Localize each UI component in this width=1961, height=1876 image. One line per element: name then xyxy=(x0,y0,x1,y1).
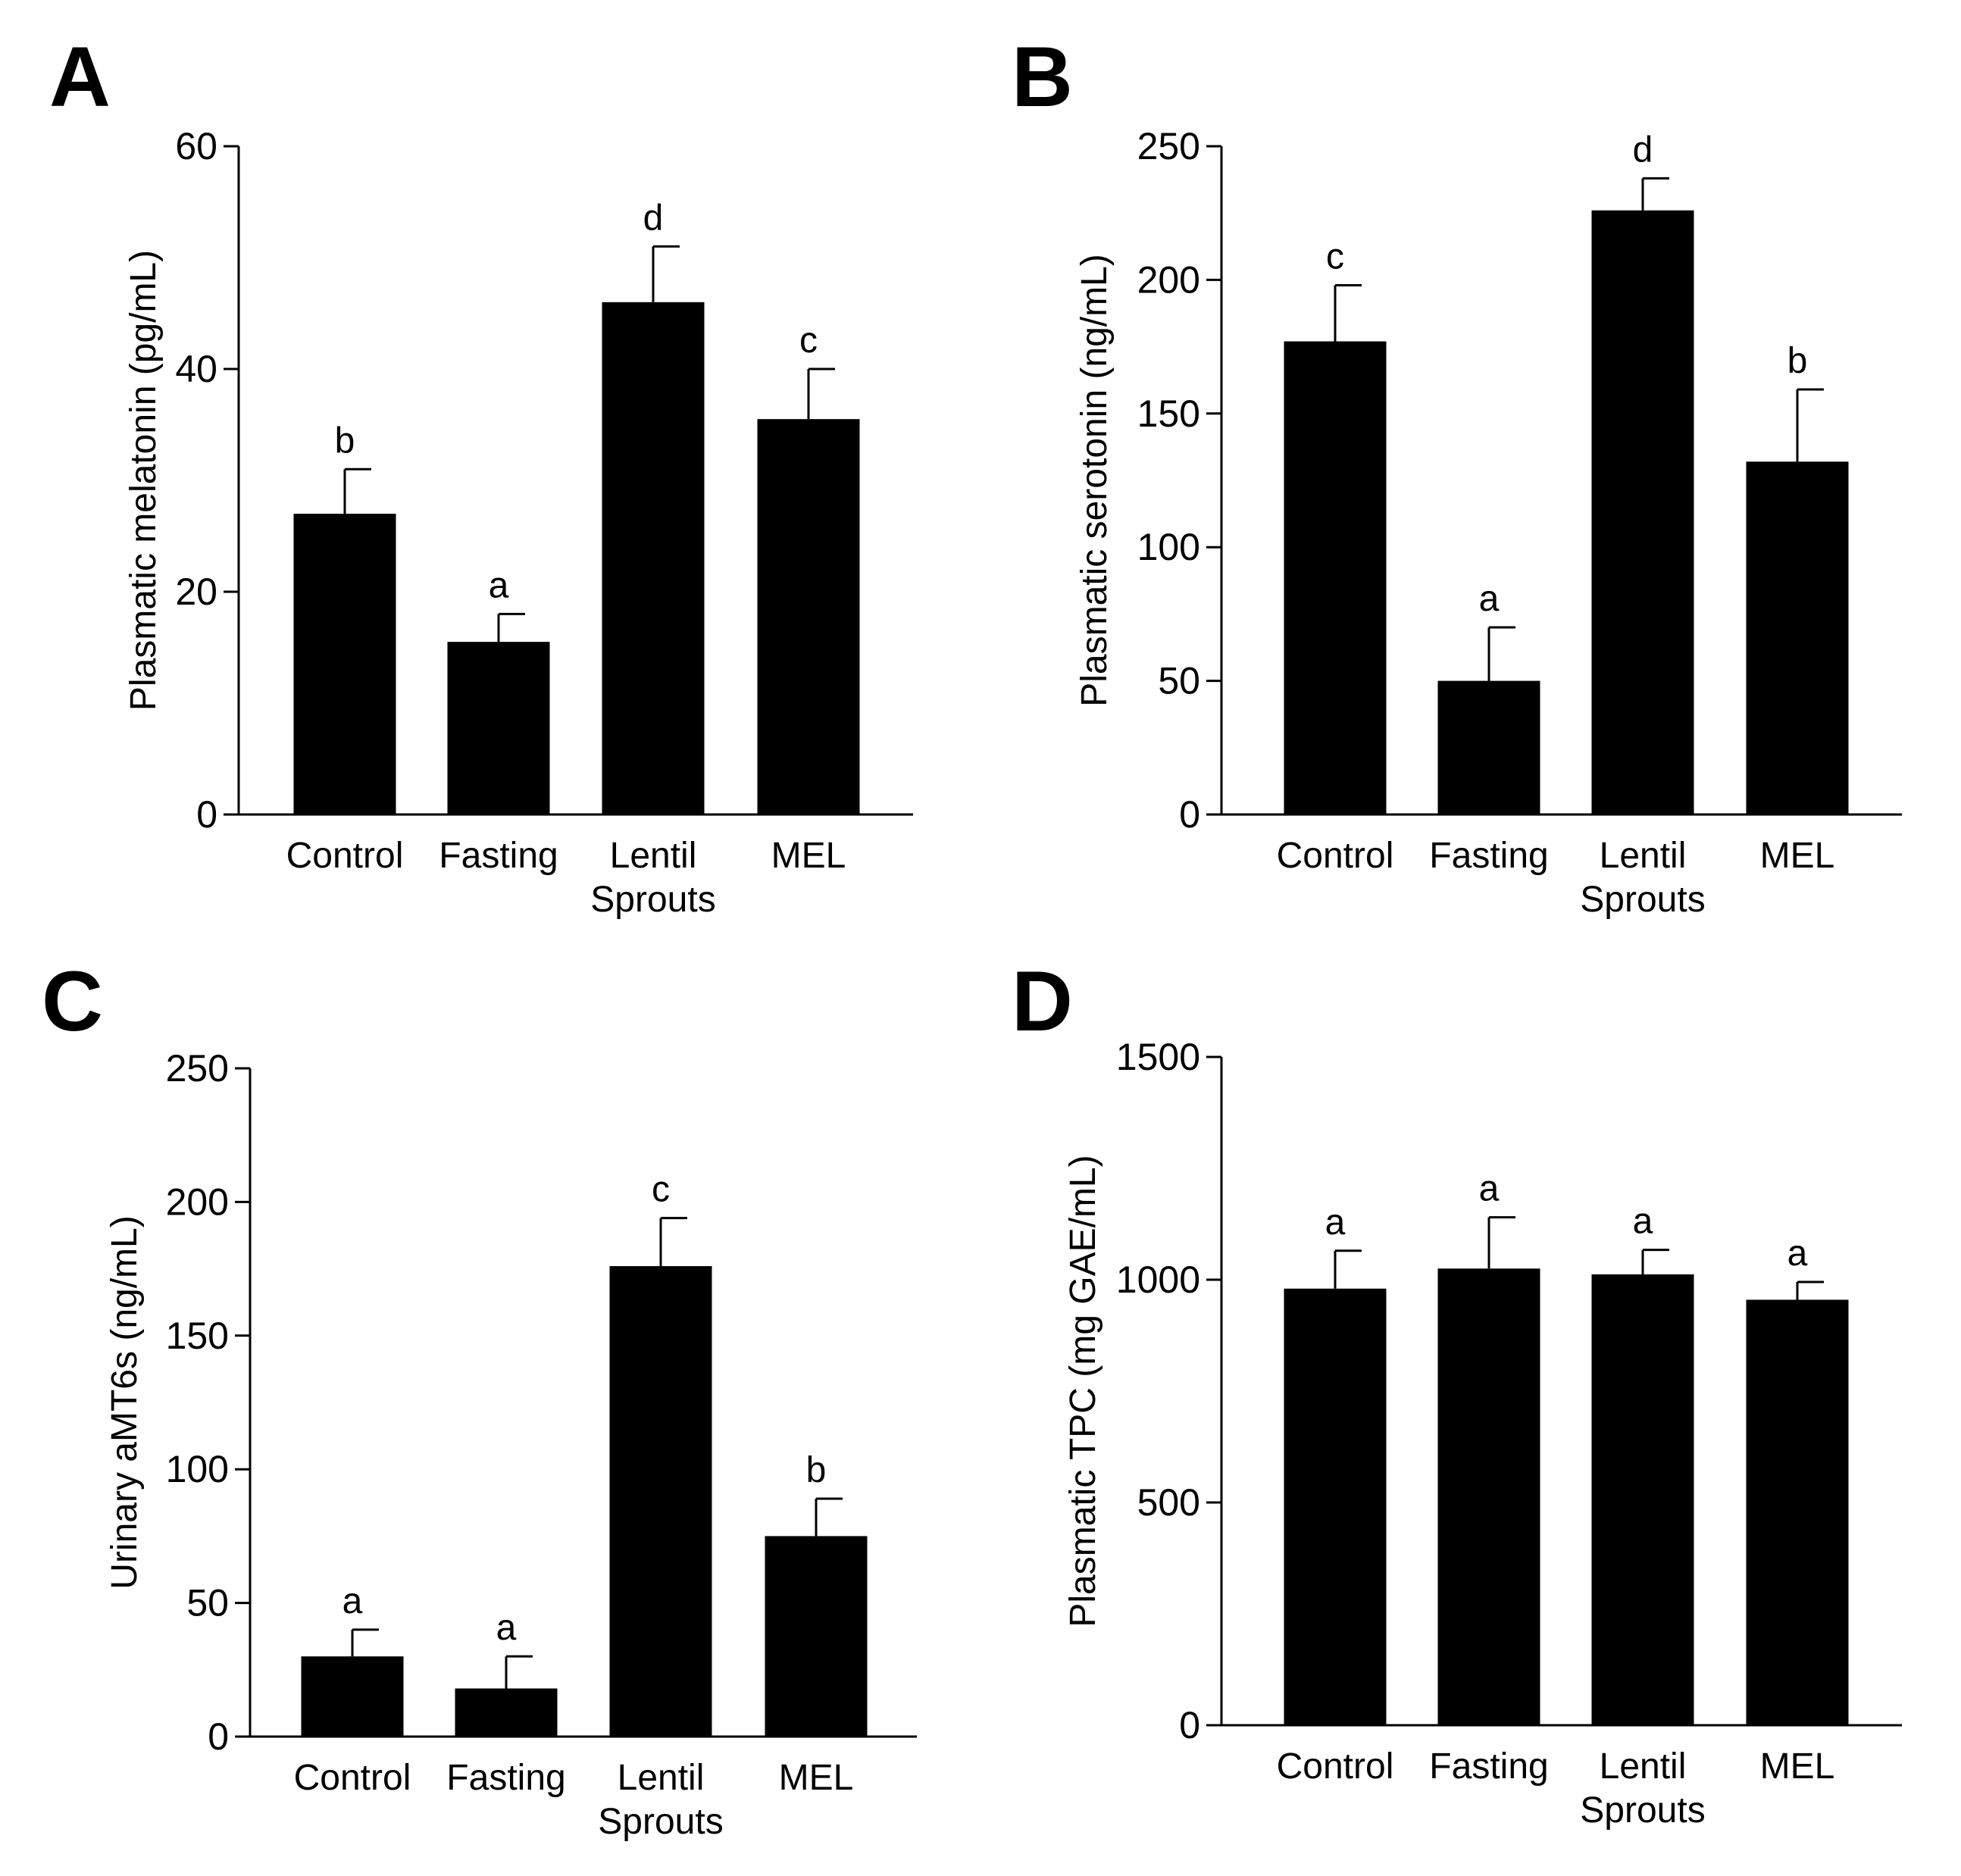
significance-letter: a xyxy=(496,1608,517,1648)
significance-letter: a xyxy=(1787,1233,1808,1274)
bar xyxy=(1591,1274,1694,1725)
x-tick-label: Lentil Sprouts xyxy=(590,836,715,920)
panel-a: A 0 20 40 60 Plasmatic melatonin (pg/mL) b Cont… xyxy=(49,30,913,920)
bar xyxy=(293,514,396,814)
x-tick-label: Control xyxy=(294,1758,411,1798)
y-tick-label: 0 xyxy=(1179,793,1200,836)
y-tick-label: 50 xyxy=(1158,660,1200,702)
y-tick-label: 200 xyxy=(1137,258,1200,301)
x-tick-label: Fasting xyxy=(439,836,558,876)
bar xyxy=(1284,1288,1387,1725)
y-tick-label: 40 xyxy=(175,348,217,390)
y-tick-label: 200 xyxy=(166,1180,229,1223)
significance-letter: a xyxy=(1479,579,1500,619)
x-tick-label: Control xyxy=(286,836,404,876)
x-tick-label: MEL xyxy=(1760,1746,1835,1787)
bar xyxy=(301,1656,404,1737)
x-tick-label: MEL xyxy=(771,836,846,876)
y-tick-label: 250 xyxy=(166,1047,229,1090)
panel-c: C 0 50 100 150 200 250 Urinary aMT6s (ng/mL) a Co… xyxy=(42,954,917,1842)
significance-letter: c xyxy=(652,1170,670,1210)
x-tick-label: Lentil Sprouts xyxy=(1580,836,1705,920)
x-tick-label: Fasting xyxy=(446,1758,565,1798)
x-tick-label: Control xyxy=(1277,1746,1394,1787)
y-tick-label: 100 xyxy=(1137,526,1200,568)
bar xyxy=(1437,680,1540,814)
y-tick-label: 0 xyxy=(208,1715,229,1758)
bar xyxy=(602,302,705,814)
bar xyxy=(455,1688,558,1737)
y-tick-label: 150 xyxy=(166,1315,229,1357)
bar xyxy=(1437,1268,1540,1725)
bar xyxy=(757,419,860,814)
panel-label: C xyxy=(42,954,103,1049)
x-tick-label: Control xyxy=(1277,836,1394,876)
y-tick-label: 0 xyxy=(196,793,217,836)
significance-letter: a xyxy=(489,565,509,605)
bar xyxy=(1746,461,1849,814)
significance-letter: b xyxy=(335,421,355,461)
y-tick-label: 250 xyxy=(1137,125,1200,167)
significance-letter: a xyxy=(1325,1202,1346,1243)
bar xyxy=(1746,1299,1849,1725)
significance-letter: a xyxy=(1479,1169,1500,1209)
significance-letter: a xyxy=(1633,1202,1653,1242)
x-tick-label: Fasting xyxy=(1429,1746,1548,1787)
y-tick-label: 500 xyxy=(1137,1481,1200,1524)
panel-label: D xyxy=(1012,954,1073,1049)
y-axis-title: Urinary aMT6s (ng/mL) xyxy=(105,1215,145,1589)
y-axis-title: Plasmatic serotonin (ng/mL) xyxy=(1074,254,1115,707)
significance-letter: c xyxy=(799,320,818,361)
panel-label: B xyxy=(1012,30,1073,124)
significance-letter: d xyxy=(643,198,664,238)
panel-b: B 0 50 100 150 200 250 Plasmatic serotonin (ng/… xyxy=(1012,30,1902,920)
x-tick-label: MEL xyxy=(1760,836,1835,876)
significance-letter: a xyxy=(342,1581,363,1621)
y-tick-label: 50 xyxy=(186,1582,229,1624)
bar xyxy=(1591,210,1694,814)
y-tick-label: 100 xyxy=(166,1448,229,1490)
x-tick-label: Lentil Sprouts xyxy=(598,1758,723,1842)
significance-letter: b xyxy=(1787,341,1808,381)
panel-label: A xyxy=(49,30,111,124)
y-tick-label: 1500 xyxy=(1116,1036,1200,1078)
bar xyxy=(765,1536,868,1737)
significance-letter: c xyxy=(1326,236,1344,277)
y-tick-label: 0 xyxy=(1179,1704,1200,1746)
significance-letter: d xyxy=(1633,130,1653,170)
y-tick-label: 150 xyxy=(1137,392,1200,435)
y-axis-title: Plasmatic TPC (mg GAE/mL) xyxy=(1063,1155,1103,1627)
significance-letter: b xyxy=(806,1450,827,1490)
y-axis-title: Plasmatic melatonin (pg/mL) xyxy=(124,250,164,711)
x-tick-label: Lentil Sprouts xyxy=(1580,1746,1705,1831)
x-tick-label: MEL xyxy=(779,1758,854,1798)
panel-d: D 0 500 1000 1500 Plasmatic TPC (mg GAE/mL) a C… xyxy=(1012,954,1902,1831)
y-tick-label: 20 xyxy=(175,571,217,613)
y-tick-label: 1000 xyxy=(1116,1258,1200,1301)
x-tick-label: Fasting xyxy=(1429,836,1548,876)
bar xyxy=(447,642,550,814)
bar xyxy=(1284,341,1387,814)
y-tick-label: 60 xyxy=(175,125,217,167)
bar xyxy=(609,1266,712,1737)
